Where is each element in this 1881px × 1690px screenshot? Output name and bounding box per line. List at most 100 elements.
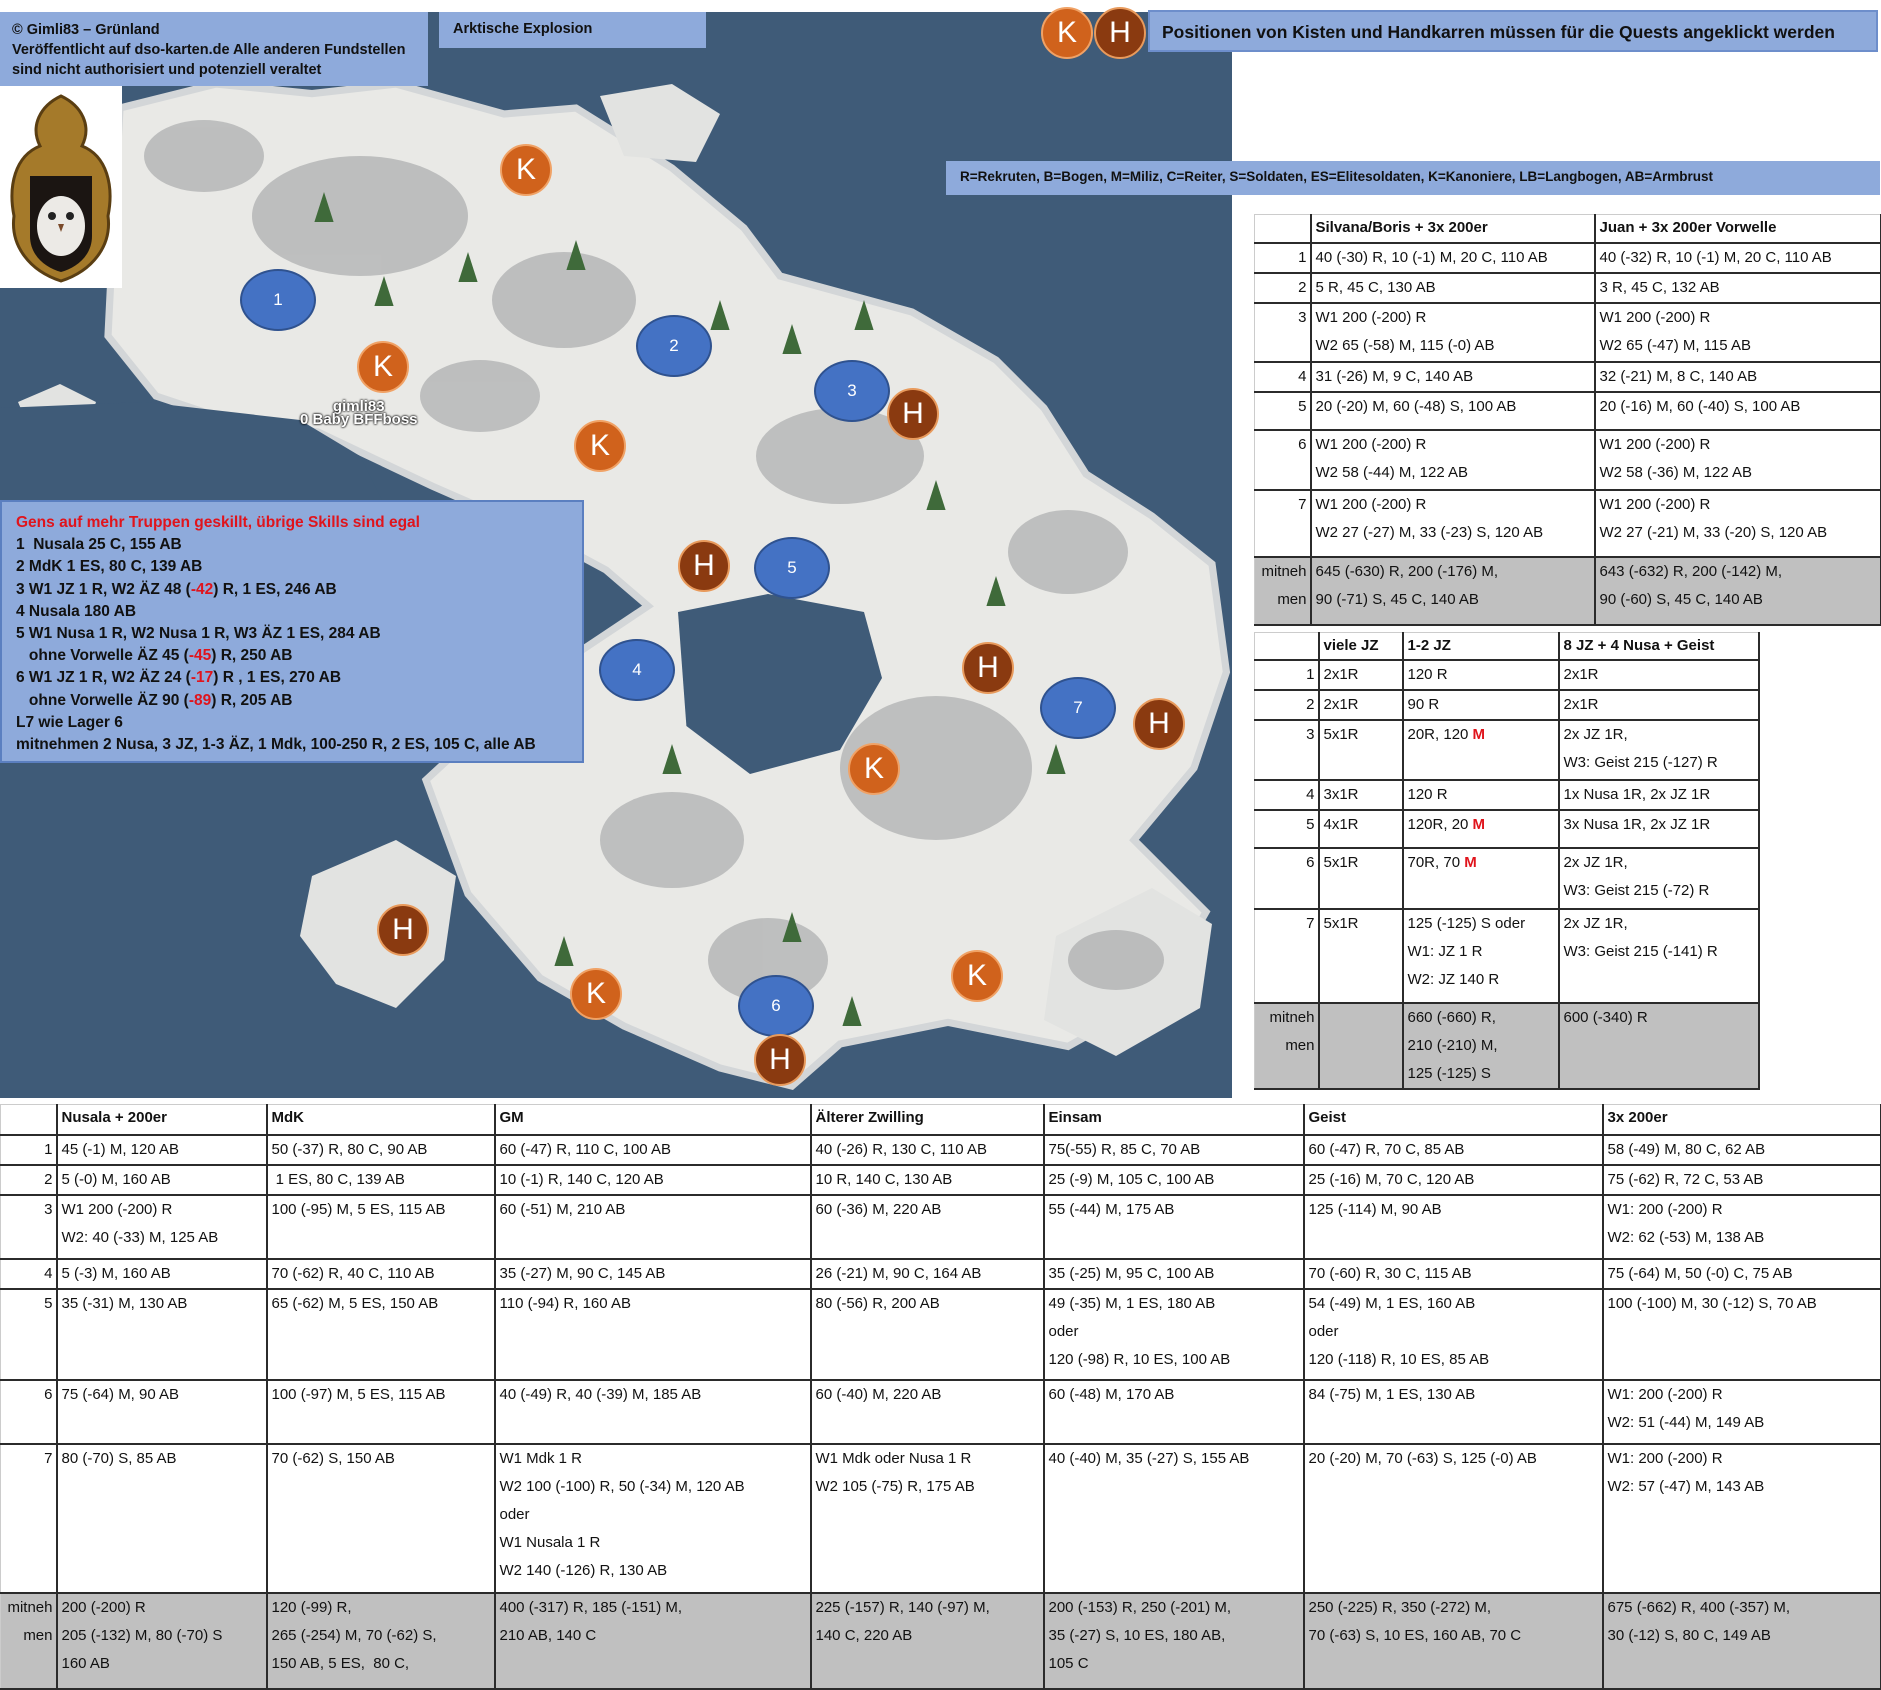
- kiste-marker[interactable]: K: [500, 144, 552, 196]
- cell-line: 35 (-27) S, 10 ES, 180 AB,: [1048, 1626, 1226, 1644]
- table-cell: 3x Nusa 1R, 2x JZ 1R: [1557, 809, 1760, 849]
- handkarre-legend-icon: H: [1094, 7, 1146, 59]
- row-label: 5: [1254, 390, 1312, 431]
- column-header: [0, 1104, 58, 1136]
- cell-line: 225 (-157) R, 140 (-97) M,: [815, 1598, 990, 1616]
- table-cell: 25 (-16) M, 70 C, 120 AB: [1302, 1163, 1604, 1196]
- cell-line: 3 R, 45 C, 132 AB: [1599, 278, 1720, 296]
- table-cell: 120 (-99) R, 265 (-254) M, 70 (-62) S, 150…: [265, 1591, 496, 1690]
- row-label: 2: [1254, 689, 1320, 721]
- credits-line: sind nicht authorisiert und potenziell v…: [12, 62, 322, 78]
- cell-line: 675 (-662) R, 400 (-357) M,: [1607, 1598, 1791, 1616]
- cell-line: W3: Geist 215 (-72) R: [1563, 882, 1710, 899]
- strategy-box: Gens auf mehr Truppen geskillt, übrige S…: [0, 500, 584, 763]
- table-cell: 120R, 20 M: [1401, 809, 1560, 849]
- cell-line: W2 140 (-126) R, 130 AB: [499, 1561, 668, 1579]
- cell-line: 100 (-97) M, 5 ES, 115 AB: [271, 1385, 446, 1403]
- table-cell: 35 (-31) M, 130 AB: [55, 1287, 268, 1381]
- table-cell: 1 ES, 80 C, 139 AB: [265, 1163, 496, 1196]
- camp-marker-3[interactable]: 3: [814, 360, 890, 422]
- handkarre-marker[interactable]: H: [1133, 698, 1185, 750]
- table-cell: 80 (-70) S, 85 AB: [55, 1442, 268, 1594]
- table-cell: 32 (-21) M, 8 C, 140 AB: [1593, 360, 1881, 393]
- camp-marker-7[interactable]: 7: [1040, 677, 1116, 739]
- column-header: viele JZ: [1317, 632, 1404, 661]
- table-row: 6 75 (-64) M, 90 AB 100 (-97) M, 5 ES, 115…: [0, 1378, 1881, 1445]
- handkarre-marker[interactable]: H: [377, 904, 429, 956]
- cell-line: 20R, 120 M: [1407, 726, 1486, 743]
- cell-line: 150 AB, 5 ES, 80 C,: [271, 1654, 410, 1672]
- table-cell: 100 (-97) M, 5 ES, 115 AB: [265, 1378, 496, 1445]
- cell-line: 60 (-47) R, 70 C, 85 AB: [1308, 1140, 1465, 1158]
- kiste-marker[interactable]: K: [574, 420, 626, 472]
- kiste-legend-icon: K: [1041, 7, 1093, 59]
- cell-line: 40 (-32) R, 10 (-1) M, 20 C, 110 AB: [1599, 248, 1832, 266]
- cell-line: 32 (-21) M, 8 C, 140 AB: [1599, 367, 1758, 385]
- camp-marker-1[interactable]: 1: [240, 269, 316, 331]
- cell-line: W2 65 (-58) M, 115 (-0) AB: [1315, 336, 1495, 354]
- cell-line: 600 (-340) R: [1563, 1009, 1648, 1026]
- cell-line: 25 (-9) M, 105 C, 100 AB: [1048, 1170, 1215, 1188]
- camp-marker-5[interactable]: 5: [754, 537, 830, 599]
- commander-table-silvana-juan: Silvana/Boris + 3x 200er Juan + 3x 200er …: [1254, 214, 1881, 626]
- kiste-marker[interactable]: K: [951, 950, 1003, 1002]
- cell-line: W1 Mdk 1 R: [499, 1449, 583, 1467]
- table-cell: 58 (-49) M, 80 C, 62 AB: [1601, 1133, 1881, 1166]
- kiste-marker[interactable]: K: [357, 341, 409, 393]
- handkarre-marker[interactable]: H: [962, 642, 1014, 694]
- table-cell: 2x1R: [1317, 659, 1404, 691]
- table-cell: 400 (-317) R, 185 (-151) M, 210 AB, 140 C: [493, 1591, 812, 1690]
- table-total-row: mitnehmen 200 (-200) R 205 (-132) M, 80 (-…: [0, 1591, 1881, 1690]
- table-cell: 5 (-3) M, 160 AB: [55, 1257, 268, 1290]
- table-cell: 250 (-225) R, 350 (-272) M, 70 (-63) S, 1…: [1302, 1591, 1604, 1690]
- cell-line: 250 (-225) R, 350 (-272) M,: [1308, 1598, 1492, 1616]
- table-cell: 660 (-660) R, 210 (-210) M, 125 (-125) S: [1401, 1002, 1560, 1090]
- cell-line: 105 C: [1048, 1654, 1089, 1672]
- cell-line: 643 (-632) R, 200 (-142) M,: [1599, 562, 1783, 580]
- kiste-marker[interactable]: K: [570, 968, 622, 1020]
- cell-line: 2x1R: [1563, 666, 1599, 683]
- table-cell: 70R, 70 M: [1401, 847, 1560, 910]
- cell-line: 1 ES, 80 C, 139 AB: [271, 1170, 405, 1188]
- strategy-line: 1 Nusala 25 C, 155 AB: [16, 536, 182, 554]
- handkarre-marker[interactable]: H: [887, 388, 939, 440]
- table-cell: 45 (-1) M, 120 AB: [55, 1133, 268, 1166]
- cell-line: 10 (-1) R, 140 C, 120 AB: [499, 1170, 664, 1188]
- cell-line: 120 R: [1407, 786, 1448, 803]
- row-label: 7: [0, 1442, 58, 1594]
- camp-marker-4[interactable]: 4: [599, 639, 675, 701]
- table-row: 5 20 (-20) M, 60 (-48) S, 100 AB 20 (-16) …: [1254, 390, 1881, 431]
- cell-line: 31 (-26) M, 9 C, 140 AB: [1315, 367, 1474, 385]
- camp-marker-2[interactable]: 2: [636, 315, 712, 377]
- table-cell: 600 (-340) R: [1557, 1002, 1760, 1090]
- handkarre-marker[interactable]: H: [678, 540, 730, 592]
- cell-line: 20 (-20) M, 70 (-63) S, 125 (-0) AB: [1308, 1449, 1537, 1467]
- table-cell: 5x1R: [1317, 719, 1404, 781]
- table-row: 4 3x1R 120 R 1x Nusa 1R, 2x JZ 1R: [1254, 779, 1760, 811]
- row-label: 1: [0, 1133, 58, 1166]
- row-label: 2: [0, 1163, 58, 1196]
- row-label: 4: [0, 1257, 58, 1290]
- table-cell: 643 (-632) R, 200 (-142) M, 90 (-60) S, 4…: [1593, 555, 1881, 626]
- kiste-marker[interactable]: K: [848, 743, 900, 795]
- table-cell: 1x Nusa 1R, 2x JZ 1R: [1557, 779, 1760, 811]
- cell-line: 75 (-64) M, 50 (-0) C, 75 AB: [1607, 1264, 1793, 1282]
- tree-texture: [314, 192, 1066, 1026]
- table-cell: 100 (-95) M, 5 ES, 115 AB: [265, 1193, 496, 1260]
- cell-line: 10 R, 140 C, 130 AB: [815, 1170, 953, 1188]
- cell-line: 75(-55) R, 85 C, 70 AB: [1048, 1140, 1201, 1158]
- adventure-title: Arktische Explosion: [439, 12, 706, 48]
- cell-line: W2 58 (-36) M, 122 AB: [1599, 463, 1753, 481]
- table-cell: 200 (-153) R, 250 (-201) M, 35 (-27) S, 1…: [1042, 1591, 1305, 1690]
- table-cell: 2x1R: [1557, 689, 1760, 721]
- cell-line: 3x1R: [1323, 786, 1359, 803]
- cell-line: W1: 200 (-200) R: [1607, 1385, 1723, 1403]
- column-header: Nusala + 200er: [55, 1104, 268, 1136]
- table-cell: W1 200 (-200) R W2 65 (-58) M, 115 (-0) A…: [1309, 301, 1596, 363]
- table-cell: [1317, 1002, 1404, 1090]
- table-cell: 3x1R: [1317, 779, 1404, 811]
- table-row: 1 40 (-30) R, 10 (-1) M, 20 C, 110 AB 40 (…: [1254, 241, 1881, 274]
- row-label: mitnehmen: [1254, 1002, 1320, 1090]
- handkarre-marker[interactable]: H: [754, 1034, 806, 1086]
- camp-marker-6[interactable]: 6: [738, 975, 814, 1037]
